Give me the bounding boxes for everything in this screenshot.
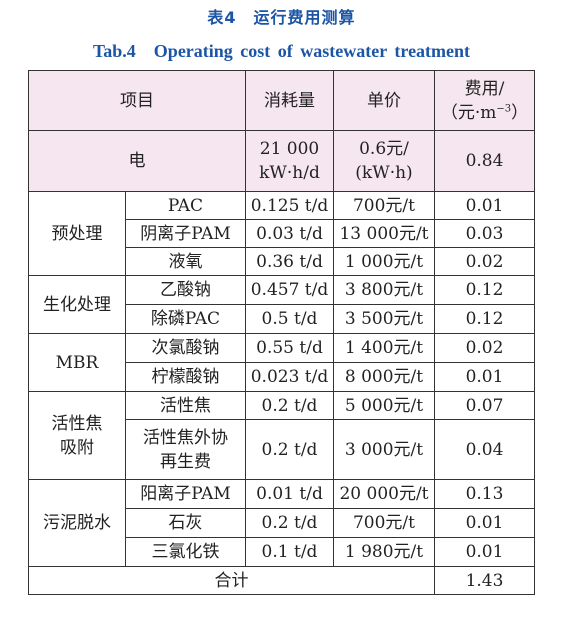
row-consumption: 0.01 t/d — [245, 479, 334, 509]
row-cost: 0.07 — [434, 391, 535, 420]
row-cost: 0.01 — [434, 537, 535, 567]
table-row: 柠檬酸钠 0.023 t/d 8 000元/t 0.01 — [29, 362, 535, 392]
row-name: PAC — [125, 191, 246, 220]
row-price: 1 000元/t — [333, 247, 435, 276]
row-name: 乙酸钠 — [125, 275, 246, 305]
row-consumption: 0.023 t/d — [245, 362, 334, 392]
electricity-price: 0.6元/ (kW·h) — [333, 130, 435, 192]
row-cost: 0.01 — [434, 191, 535, 220]
row-price: 1 400元/t — [333, 333, 435, 363]
row-price: 700元/t — [333, 191, 435, 220]
table-row: 除磷PAC 0.5 t/d 3 500元/t 0.12 — [29, 304, 535, 334]
electricity-row: 电 21 000 kW·h/d 0.6元/ (kW·h) 0.84 — [28, 130, 535, 192]
row-consumption: 0.2 t/d — [245, 508, 334, 538]
row-price: 20 000元/t — [333, 479, 435, 509]
row-price: 3 500元/t — [333, 304, 435, 334]
table-header-row: 项目 消耗量 单价 费用/ （元·m−3） — [28, 70, 535, 131]
group-pretreatment: 预处理 — [28, 191, 126, 276]
header-consumption: 消耗量 — [245, 70, 334, 131]
row-consumption: 0.2 t/d — [245, 391, 334, 420]
row-consumption: 0.03 t/d — [245, 219, 334, 248]
total-cost: 1.43 — [434, 566, 535, 595]
group-active-coke: 活性焦 吸附 — [28, 391, 126, 480]
row-name: 活性焦外协 再生费 — [125, 419, 246, 480]
row-consumption: 0.36 t/d — [245, 247, 334, 276]
total-row: 合计 1.43 — [28, 566, 535, 595]
row-price: 3 000元/t — [333, 419, 435, 480]
table-row: 污泥脱水 阳离子PAM 0.01 t/d 20 000元/t 0.13 — [28, 479, 535, 567]
header-cost-exponent: −3 — [496, 102, 512, 114]
row-name: 活性焦 — [125, 391, 246, 420]
row-price: 8 000元/t — [333, 362, 435, 392]
table-row: 三氯化铁 0.1 t/d 1 980元/t 0.01 — [29, 537, 535, 567]
row-consumption: 0.125 t/d — [245, 191, 334, 220]
group-biochemical: 生化处理 — [28, 275, 126, 334]
row-name: 石灰 — [125, 508, 246, 538]
row-cost: 0.03 — [434, 219, 535, 248]
electricity-cost: 0.84 — [434, 130, 535, 192]
row-cost: 0.02 — [434, 247, 535, 276]
row-price: 1 980元/t — [333, 537, 435, 567]
table-caption-english: Tab.4 Operating cost of wastewater treat… — [92, 41, 471, 61]
row-cost: 0.12 — [434, 275, 535, 305]
row-name: 除磷PAC — [125, 304, 246, 334]
row-name: 柠檬酸钠 — [125, 362, 246, 392]
group-sludge-dewatering: 污泥脱水 — [28, 479, 126, 567]
row-cost: 0.02 — [434, 333, 535, 363]
operating-cost-table: 项目 消耗量 单价 费用/ （元·m−3） 电 21 000 kW·h/d 0.… — [28, 70, 535, 595]
electricity-consumption: 21 000 kW·h/d — [245, 130, 334, 192]
row-name: 三氯化铁 — [125, 537, 246, 567]
row-cost: 0.01 — [434, 508, 535, 538]
row-cost: 0.12 — [434, 304, 535, 334]
table-row: 液氧 0.36 t/d 1 000元/t 0.02 — [29, 247, 535, 276]
group-mbr: MBR — [28, 333, 126, 392]
row-cost: 0.04 — [434, 419, 535, 480]
header-unit-price: 单价 — [333, 70, 435, 131]
row-price: 700元/t — [333, 508, 435, 538]
table-row: 阴离子PAM 0.03 t/d 13 000元/t 0.03 — [29, 219, 535, 248]
table-caption-chinese: 表4 运行费用测算 — [207, 8, 356, 27]
row-name: 阴离子PAM — [125, 219, 246, 248]
table-row: MBR 次氯酸钠 0.55 t/d 1 400元/t 0.02 — [28, 333, 535, 392]
electricity-label: 电 — [28, 130, 246, 192]
header-cost-line2: （元·m−3） — [440, 102, 529, 123]
row-cost: 0.01 — [434, 362, 535, 392]
row-cost: 0.13 — [434, 479, 535, 509]
header-cost: 费用/ （元·m−3） — [434, 70, 535, 131]
total-label: 合计 — [28, 566, 435, 595]
row-consumption: 0.457 t/d — [245, 275, 334, 305]
table-row: 活性焦 吸附 活性焦 0.2 t/d 5 000元/t 0.07 — [28, 391, 535, 480]
row-price: 13 000元/t — [333, 219, 435, 248]
row-name: 液氧 — [125, 247, 246, 276]
row-consumption: 0.55 t/d — [245, 333, 334, 363]
row-name: 阳离子PAM — [125, 479, 246, 509]
row-price: 5 000元/t — [333, 391, 435, 420]
row-consumption: 0.5 t/d — [245, 304, 334, 334]
header-cost-line1: 费用/ — [464, 78, 505, 99]
row-name: 次氯酸钠 — [125, 333, 246, 363]
table-row: 预处理 PAC 0.125 t/d 700元/t 0.01 — [28, 191, 535, 276]
table-row: 生化处理 乙酸钠 0.457 t/d 3 800元/t 0.12 — [28, 275, 535, 334]
row-consumption: 0.1 t/d — [245, 537, 334, 567]
table-row: 活性焦外协 再生费 0.2 t/d 3 000元/t 0.04 — [29, 419, 535, 480]
row-price: 3 800元/t — [333, 275, 435, 305]
row-consumption: 0.2 t/d — [245, 419, 334, 480]
table-row: 石灰 0.2 t/d 700元/t 0.01 — [29, 508, 535, 538]
header-item: 项目 — [28, 70, 246, 131]
